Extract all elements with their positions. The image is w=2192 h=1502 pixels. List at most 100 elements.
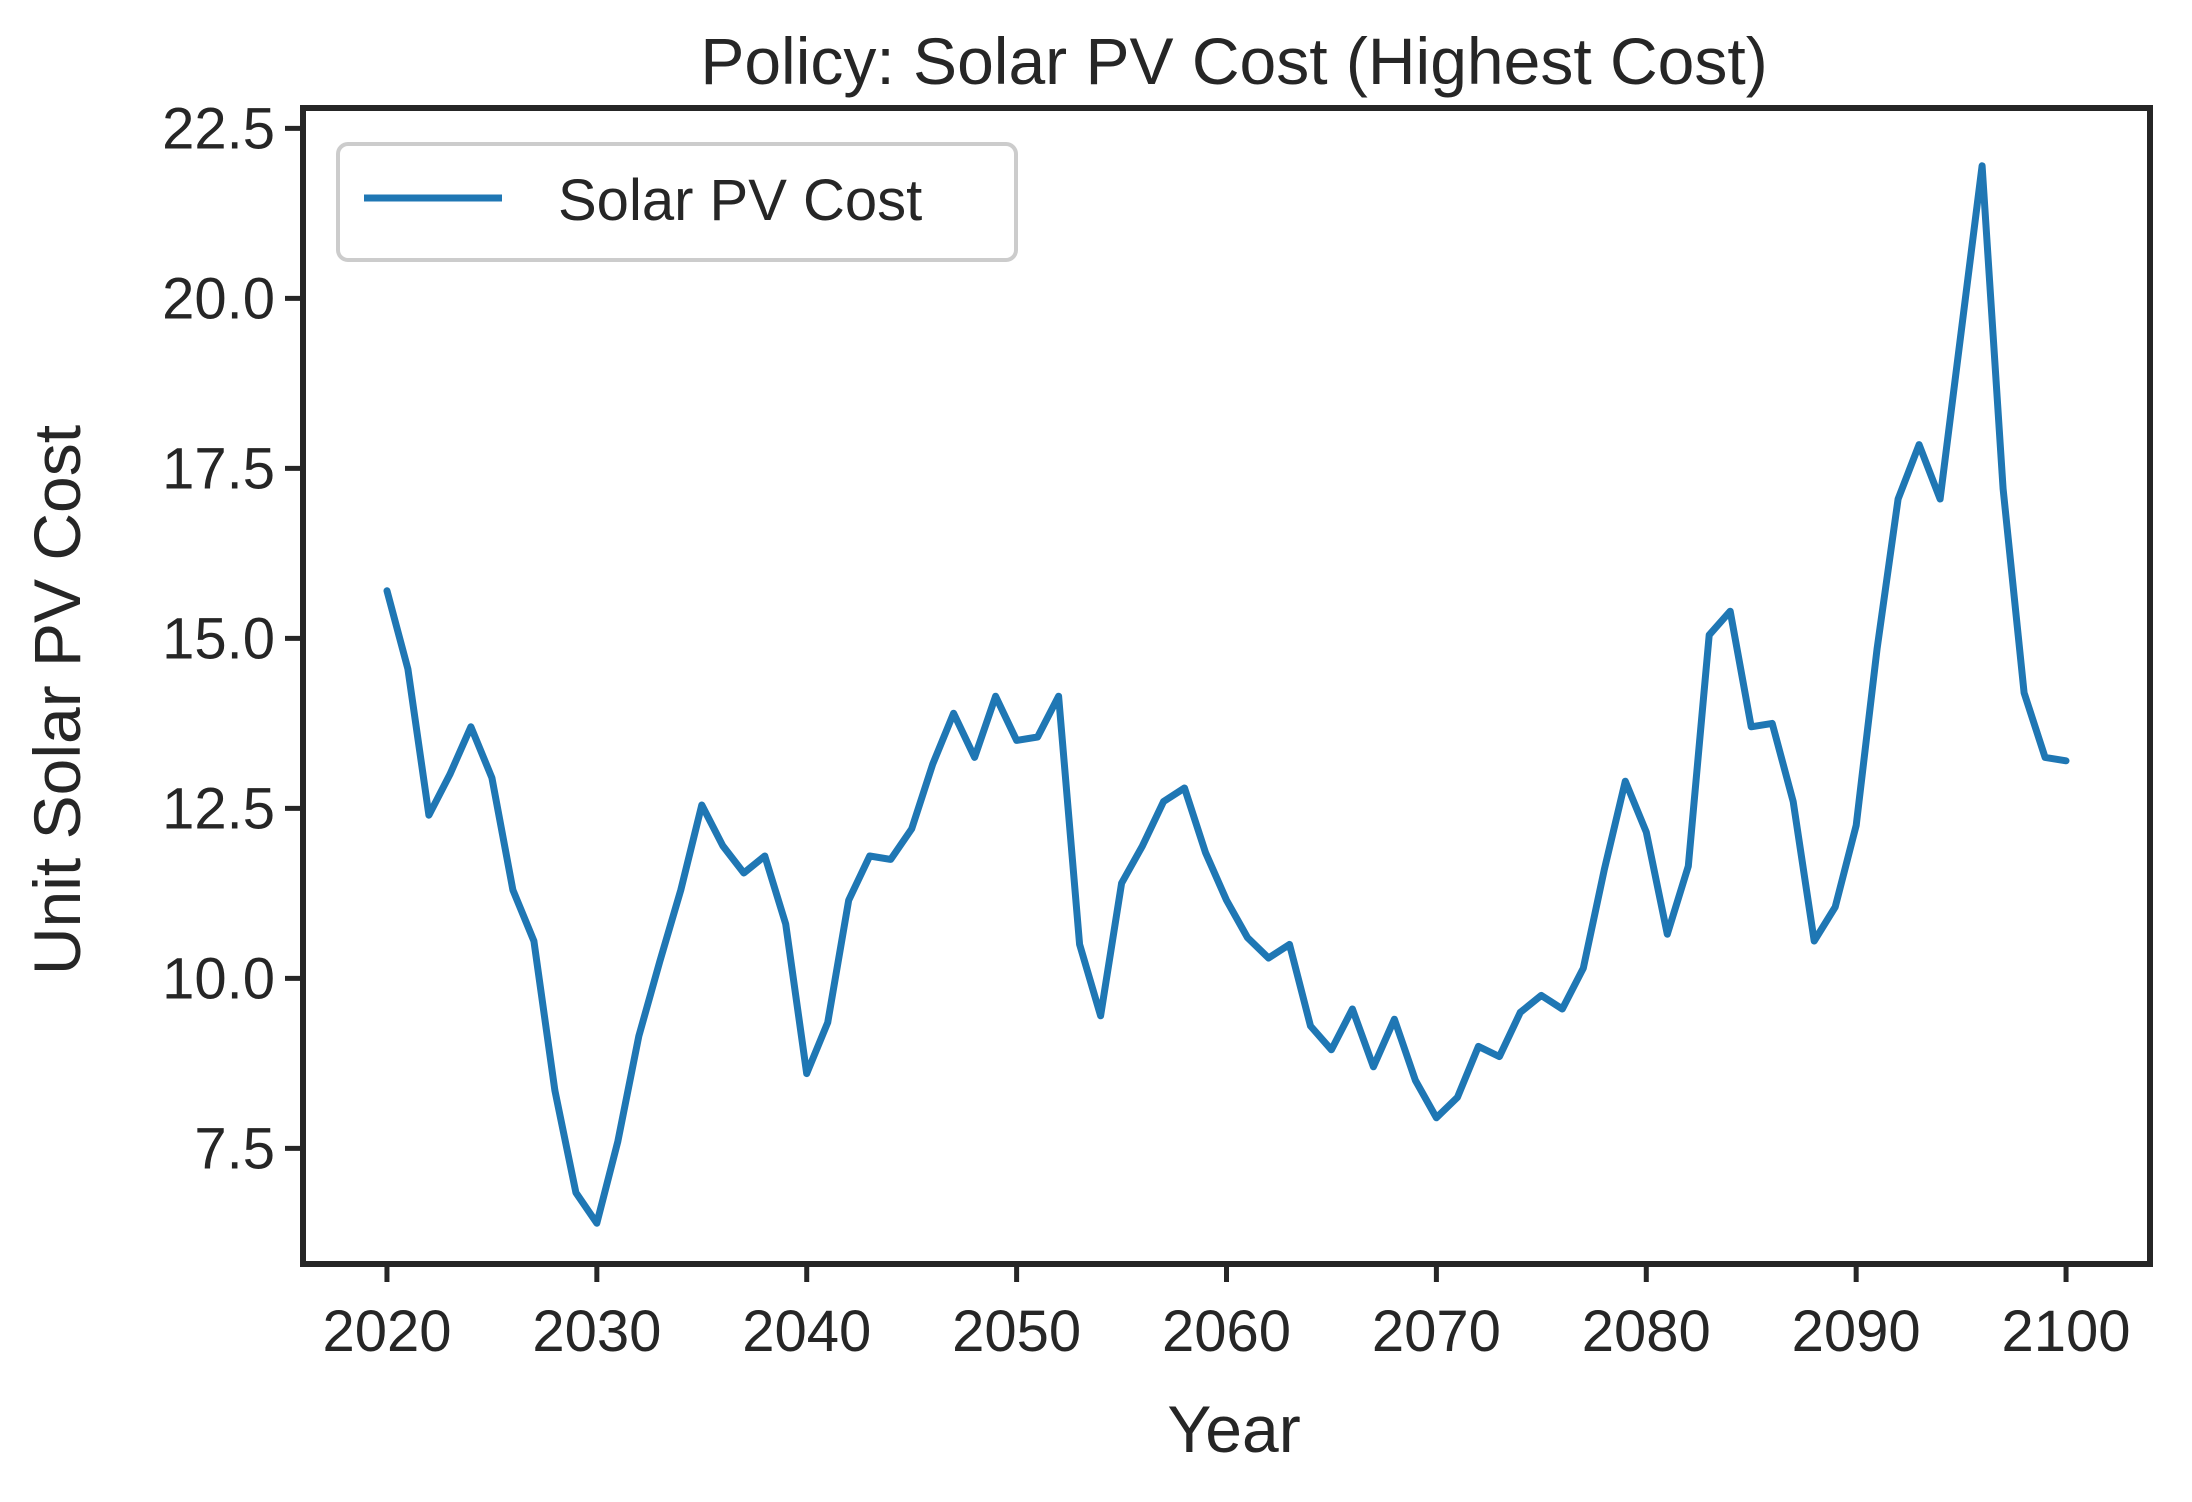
data-point (867, 853, 873, 859)
data-point (1580, 965, 1586, 971)
data-point (1454, 1094, 1460, 1100)
data-point (1601, 867, 1607, 873)
y-tick-label: 22.5 (162, 96, 275, 161)
data-point (1412, 1077, 1418, 1083)
data-point (405, 666, 411, 672)
data-point (1958, 329, 1964, 335)
data-point (1496, 1054, 1502, 1060)
data-point (1035, 734, 1041, 740)
data-point (447, 771, 453, 777)
data-point (1224, 897, 1229, 903)
data-point (615, 1139, 621, 1145)
data-point (888, 856, 894, 862)
data-point (1664, 931, 1670, 937)
data-point (510, 887, 516, 893)
data-point (1056, 693, 1062, 699)
y-tick-label: 12.5 (162, 776, 275, 841)
x-tick-label: 2090 (1792, 1299, 1921, 1364)
data-point (993, 693, 999, 699)
data-point (1433, 1115, 1439, 1121)
data-point (1538, 992, 1544, 998)
legend: Solar PV Cost (336, 142, 1018, 262)
x-axis-ticks: 2020 2030 2040 2050 2060 2070 2080 2090 2100 (322, 1264, 2131, 1364)
data-point (1769, 720, 1775, 726)
data-point (678, 887, 684, 893)
data-point (1244, 935, 1250, 941)
data-point (951, 710, 957, 716)
data-point (1832, 904, 1838, 910)
x-tick-label: 2030 (532, 1299, 661, 1364)
y-tick-label: 17.5 (162, 436, 275, 501)
data-point (1706, 632, 1712, 638)
data-point (1391, 1016, 1397, 1022)
data-point (384, 588, 390, 594)
data-point (783, 921, 789, 927)
data-point (426, 812, 432, 818)
data-point (804, 1071, 810, 1077)
data-point (1643, 829, 1649, 835)
data-point (741, 870, 747, 876)
data-point (1622, 778, 1628, 784)
legend-label: Solar PV Cost (558, 168, 922, 233)
data-point (1014, 737, 1020, 743)
data-point (720, 843, 726, 849)
data-point (1979, 163, 1985, 169)
data-point (1937, 496, 1943, 502)
data-point (1811, 938, 1817, 944)
data-point (1328, 1047, 1334, 1053)
data-point (636, 1033, 642, 1039)
data-point (1916, 442, 1922, 448)
data-point (1286, 941, 1292, 947)
y-tick-label: 7.5 (194, 1116, 275, 1181)
data-point (1140, 843, 1146, 849)
data-point (1349, 1006, 1355, 1012)
legend-frame (336, 142, 1018, 262)
x-axis-label: Year (1167, 1392, 1300, 1466)
x-tick-label: 2100 (2002, 1299, 2131, 1364)
x-tick-label: 2060 (1162, 1299, 1291, 1364)
data-point (1685, 863, 1691, 869)
data-point (468, 724, 474, 730)
data-point (2021, 690, 2027, 696)
data-point (1874, 646, 1880, 652)
data-point (825, 1020, 831, 1026)
x-tick-label: 2040 (742, 1299, 871, 1364)
data-point (762, 853, 768, 859)
y-axis-label: Unit Solar PV Cost (20, 425, 94, 975)
data-point (2000, 486, 2006, 492)
y-tick-label: 10.0 (162, 946, 275, 1011)
chart-title: Policy: Solar PV Cost (Highest Cost) (700, 24, 1767, 98)
data-point (1098, 1013, 1104, 1019)
data-point (1727, 608, 1733, 614)
data-point (1119, 880, 1125, 886)
data-point (1161, 799, 1167, 805)
data-point (1475, 1043, 1481, 1049)
data-point (1265, 955, 1271, 961)
data-point (1748, 724, 1754, 730)
data-point (594, 1220, 600, 1226)
data-point (1853, 822, 1859, 828)
data-point (2063, 758, 2069, 764)
data-point (1895, 496, 1901, 502)
data-point (1077, 941, 1083, 947)
data-point (489, 775, 495, 781)
x-tick-label: 2050 (952, 1299, 1081, 1364)
plot-frame (300, 105, 2153, 1267)
data-point (1790, 799, 1796, 805)
data-point (1182, 785, 1188, 791)
data-point (972, 754, 978, 760)
data-point (699, 802, 705, 808)
y-axis-ticks: 7.5 10.0 12.5 15.0 17.5 20.0 22.5 (162, 96, 303, 1181)
data-point (531, 938, 537, 944)
data-point (1307, 1023, 1313, 1029)
data-point (1370, 1064, 1376, 1070)
x-tick-label: 2020 (322, 1299, 451, 1364)
data-point (909, 826, 915, 832)
y-tick-label: 20.0 (162, 266, 275, 331)
data-point (846, 897, 852, 903)
x-tick-label: 2070 (1372, 1299, 1501, 1364)
y-tick-label: 15.0 (162, 606, 275, 671)
data-point (2042, 754, 2048, 760)
